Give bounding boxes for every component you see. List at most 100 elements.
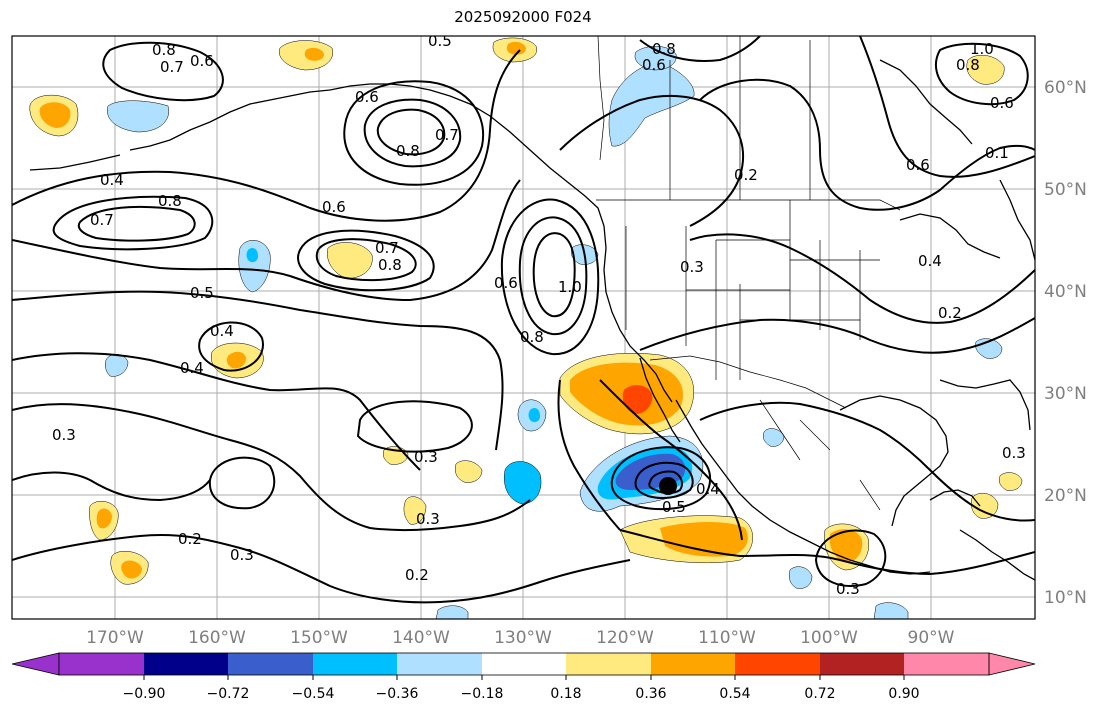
contour-label: 0.8 [158, 192, 182, 210]
colorbar-segment [482, 653, 566, 675]
coastline-alaska-south [129, 83, 605, 227]
map-frame [11, 35, 1036, 620]
colorbar-segment [820, 653, 904, 675]
border-mexico-states [759, 399, 881, 511]
contour-label: 0.3 [230, 546, 254, 564]
contour-line-canada-2 [639, 36, 761, 62]
contour-line-north-2 [12, 179, 521, 302]
contour-line-northeast-ring [934, 42, 1029, 106]
colorbar-segment [735, 653, 820, 675]
lat-label: 50°N [1044, 180, 1087, 200]
lon-label: 110°W [698, 628, 756, 648]
contour-closed-cyclone-inner [634, 461, 694, 499]
cool-patch-small-3 [789, 566, 813, 589]
contour-label: 0.7 [435, 126, 459, 144]
contour-closed-cyclone [610, 446, 711, 511]
contour-label: 0.8 [378, 256, 402, 274]
coastline-aleutians [29, 154, 121, 171]
colorbar-tick-label: −0.72 [207, 686, 250, 702]
colorbar-tick-label: −0.90 [123, 686, 166, 702]
warm-patch-north-1-core [304, 47, 324, 61]
contour-label: 0.4 [210, 322, 234, 340]
lon-label: 130°W [494, 628, 552, 648]
contour-closed-pacific-high [297, 229, 435, 292]
colorbar-tick-label: −0.18 [461, 686, 504, 702]
colorbar-segment [228, 653, 313, 675]
colorbar-segment [904, 653, 989, 675]
colorbar-segment [397, 653, 482, 675]
contour-label: 0.5 [662, 498, 686, 516]
colorbar-extend-low [11, 652, 60, 676]
colorbar-segment [651, 653, 735, 675]
contour-label: 0.8 [520, 328, 544, 346]
contour-closed-south-pacific [208, 456, 276, 510]
contour-label: 0.2 [405, 566, 429, 584]
contour-label: 0.6 [990, 94, 1014, 112]
contour-line-north-3 [12, 290, 504, 451]
lon-label: 170°W [86, 628, 144, 648]
colorbar-extend-high [988, 652, 1036, 676]
contour-closed-cyclone-core [648, 470, 683, 494]
cool-patch-pacific-1 [238, 240, 271, 293]
contour-closed-west-high [52, 195, 214, 251]
warm-patch-south-core [660, 522, 748, 557]
contour-label: 1.0 [558, 278, 582, 296]
contour-label: 0.4 [100, 171, 124, 189]
contour-label: 0.5 [428, 32, 452, 50]
contour-labels: 0.8 0.7 0.6 0.5 0.6 0.8 0.7 0.4 0.8 0.7 … [52, 32, 1026, 598]
warm-patch-west-1-core [39, 102, 71, 128]
colorbar-tick-label: 0.36 [635, 686, 666, 702]
border-alaska-canada [597, 36, 605, 161]
contour-label: 0.7 [375, 239, 399, 257]
contour-label: 0.6 [355, 88, 379, 106]
cool-patch-small-5 [435, 605, 469, 619]
contour-label: 0.3 [836, 580, 860, 598]
contour-label: 0.8 [652, 40, 676, 58]
contour-line-coast-2 [557, 379, 621, 531]
storm-center-marker [659, 477, 677, 495]
contour-line-south-1 [12, 533, 631, 604]
contour-label: 0.3 [680, 258, 704, 276]
contour-line-east-2 [639, 317, 1035, 354]
contour-label: 0.3 [1002, 444, 1026, 462]
lon-label: 90°W [908, 628, 955, 648]
warm-patch-ne [966, 54, 1005, 85]
contour-label: 0.3 [416, 510, 440, 528]
lat-label: 10°N [1044, 588, 1087, 608]
contour-label: 0.4 [918, 252, 942, 270]
warm-patch-baja-max [622, 385, 653, 414]
contour-label: 0.1 [985, 144, 1009, 162]
coastline-yucatan [929, 489, 981, 507]
contour-line-mid-1 [12, 352, 421, 471]
warm-patch-pacific-4-core [121, 560, 142, 579]
warm-patch-pacific-3-core [96, 508, 112, 529]
lon-label: 160°W [188, 628, 246, 648]
contour-label: 0.6 [494, 274, 518, 292]
coastline-mexico-gulf [839, 395, 949, 527]
warm-patch-pacific-2-core [226, 351, 246, 369]
cool-patch-pacific-1-core [246, 248, 258, 263]
lat-label: 30°N [1044, 384, 1087, 404]
warm-patch-small-5 [999, 472, 1023, 491]
contour-label: 0.5 [190, 284, 214, 302]
contour-label: 0.8 [956, 56, 980, 74]
lon-label: 150°W [290, 628, 348, 648]
contour-label: 0.4 [696, 480, 720, 498]
coastline-west-us [603, 225, 673, 403]
coastline-east [999, 179, 1035, 261]
contour-lines [12, 36, 1035, 604]
warm-patch-pacific-1 [327, 242, 373, 279]
contour-line-east-1 [689, 233, 1035, 324]
warm-patch-small-3 [403, 496, 427, 525]
contour-label: 0.6 [190, 52, 214, 70]
contour-label: 0.6 [642, 56, 666, 74]
colorbar-frame [58, 652, 990, 676]
contour-label: 0.3 [52, 426, 76, 444]
cool-patch-small-4 [873, 602, 909, 619]
colorbar-segment [144, 653, 228, 675]
cool-patch-canada-2 [634, 46, 677, 71]
figure-title: 2025092000 F024 [454, 8, 592, 26]
contour-label: 0.2 [734, 166, 758, 184]
contour-line-coast-1 [599, 379, 743, 541]
colorbar-segment [566, 653, 651, 675]
